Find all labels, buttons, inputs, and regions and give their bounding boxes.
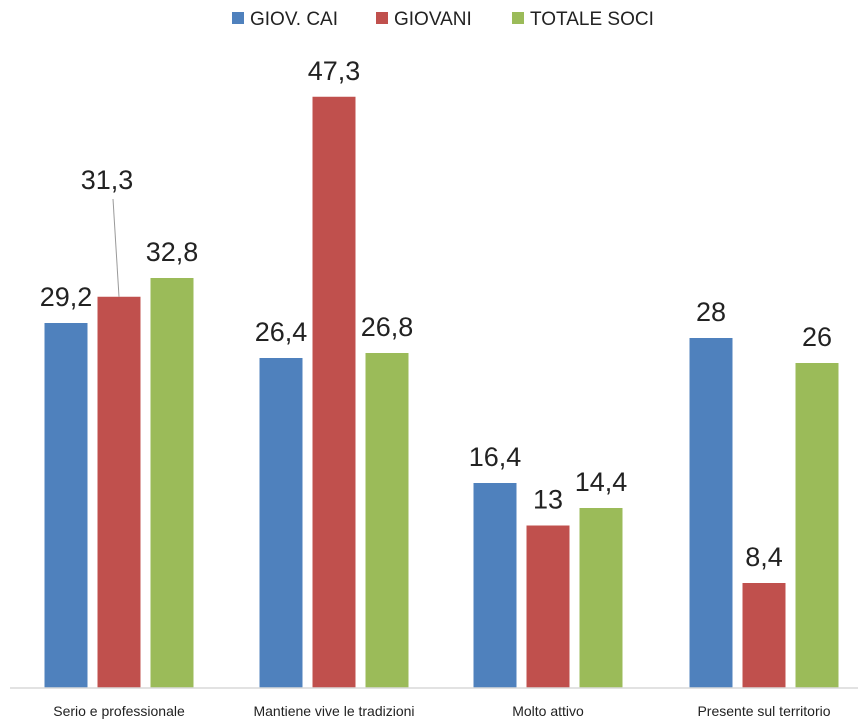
value-label-2-0: 16,4 (469, 442, 522, 472)
value-label-3-2: 26 (802, 322, 832, 352)
value-label-1-0: 26,4 (255, 317, 308, 347)
legend: GIOV. CAI GIOVANI TOTALE SOCI (232, 9, 654, 30)
value-label-1-2: 26,8 (361, 312, 414, 342)
legend-swatch-2 (512, 12, 524, 24)
bar-1-0 (259, 358, 303, 688)
value-label-0-1: 31,3 (81, 165, 134, 195)
legend-label-0: GIOV. CAI (250, 9, 338, 30)
legend-label-2: TOTALE SOCI (530, 9, 654, 30)
bar-3-1 (742, 583, 786, 688)
bar-1-2 (365, 353, 409, 688)
callout-line (112, 198, 120, 297)
value-label-3-0: 28 (696, 297, 726, 327)
category-label-0: Serio e professionale (53, 703, 185, 719)
bar-0-0 (44, 323, 88, 688)
value-label-1-1: 47,3 (308, 56, 361, 86)
category-labels-group: Serio e professionale Mantiene vive le tr… (53, 703, 831, 719)
bar-1-1 (312, 96, 356, 688)
category-label-1: Mantiene vive le tradizioni (253, 703, 414, 719)
category-label-3: Presente sul territorio (697, 703, 830, 719)
bar-2-0 (473, 483, 517, 688)
bar-0-2 (150, 278, 194, 688)
value-label-3-1: 8,4 (745, 542, 783, 572)
value-labels-group: 29,2 31,3 32,8 26,4 47,3 26,8 16,4 13 14,4 28 8,4 2… (40, 56, 832, 572)
category-label-2: Molto attivo (512, 703, 584, 719)
value-label-0-2: 32,8 (146, 237, 199, 267)
bar-3-2 (795, 363, 839, 688)
legend-swatch-0 (232, 12, 244, 24)
bars-group (44, 96, 839, 688)
legend-swatch-1 (376, 12, 388, 24)
value-label-2-1: 13 (533, 485, 563, 515)
bar-0-1 (97, 296, 141, 688)
value-label-0-0: 29,2 (40, 282, 93, 312)
bar-2-1 (526, 525, 570, 688)
bar-2-2 (579, 508, 623, 688)
value-label-2-2: 14,4 (575, 467, 628, 497)
legend-label-1: GIOVANI (394, 9, 472, 30)
bar-3-0 (689, 338, 733, 688)
